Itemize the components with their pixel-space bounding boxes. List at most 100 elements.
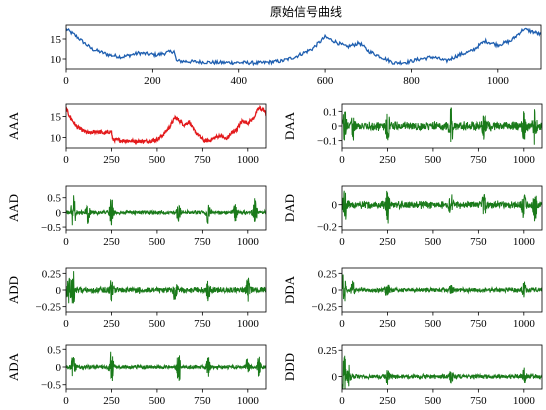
y-axis-label: AAD	[6, 194, 21, 222]
x-tick-label: 0	[63, 236, 69, 248]
y-tick-label: 15	[50, 34, 62, 46]
y-tick-label: 0	[332, 121, 338, 133]
x-tick-label: 0	[63, 154, 69, 166]
y-tick-label: −0.2	[317, 222, 337, 234]
y-axis-label: DAD	[282, 194, 297, 222]
y-tick-label: 10	[50, 54, 62, 66]
y-tick-label: 0	[56, 207, 62, 219]
x-tick-label: 200	[144, 75, 161, 87]
y-tick-label: −0.5	[41, 380, 61, 392]
x-tick-label: 500	[149, 318, 166, 330]
x-tick-label: 600	[317, 75, 334, 87]
y-axis-label: AAA	[6, 111, 21, 140]
chart-title: 原始信号曲线	[270, 5, 342, 19]
x-tick-label: 500	[149, 236, 166, 248]
y-tick-label: −0.25	[36, 302, 62, 314]
y-tick-label: 0.5	[47, 193, 61, 205]
x-tick-label: 250	[103, 318, 120, 330]
y-tick-label: 0	[332, 285, 338, 297]
x-tick-label: 750	[470, 154, 487, 166]
x-tick-label: 0	[63, 395, 69, 407]
x-tick-label: 1000	[513, 154, 536, 166]
x-tick-label: 1000	[237, 236, 260, 248]
series-line-dda	[342, 274, 542, 302]
y-tick-label: −0.1	[317, 136, 337, 148]
y-axis-label: DDD	[282, 353, 297, 381]
series-line-ddd	[342, 355, 542, 389]
x-tick-label: 750	[194, 236, 211, 248]
x-tick-label: 0	[63, 318, 69, 330]
panel-original: 0 200 400 600 800 1000 10 15	[50, 24, 542, 87]
x-tick-label: 800	[403, 75, 420, 87]
series-line-aad	[66, 195, 266, 226]
series-line-aaa	[66, 104, 266, 146]
x-tick-label: 0	[339, 154, 345, 166]
x-tick-label: 750	[194, 154, 211, 166]
x-tick-label: 250	[379, 318, 396, 330]
x-tick-label: 250	[379, 236, 396, 248]
axes-frame	[341, 185, 543, 231]
y-axis-label: DDA	[282, 275, 297, 304]
series-line-add	[66, 271, 266, 304]
x-tick-label: 500	[425, 395, 442, 407]
y-tick-label: 0	[332, 371, 338, 383]
axes-frame	[65, 103, 267, 149]
x-tick-label: 0	[339, 236, 345, 248]
x-tick-label: 500	[425, 154, 442, 166]
x-tick-label: 750	[470, 236, 487, 248]
x-tick-label: 1000	[237, 318, 260, 330]
y-axis-label: ADD	[6, 276, 21, 304]
axes-frame	[65, 24, 542, 70]
x-tick-label: 750	[470, 318, 487, 330]
x-tick-label: 750	[470, 395, 487, 407]
x-tick-label: 500	[149, 395, 166, 407]
x-tick-label: 250	[379, 395, 396, 407]
y-tick-label: 0.25	[42, 268, 62, 280]
series-line-daa	[342, 107, 542, 145]
y-tick-label: 0	[332, 200, 338, 212]
series-line-dad	[342, 190, 542, 224]
x-tick-label: 0	[339, 395, 345, 407]
y-tick-label: 0.25	[318, 345, 338, 357]
x-tick-label: 400	[230, 75, 247, 87]
y-axis-label: DAA	[282, 111, 297, 140]
x-tick-label: 500	[425, 318, 442, 330]
x-tick-label: 750	[194, 395, 211, 407]
series-line-ada	[66, 351, 266, 382]
x-tick-label: 250	[103, 395, 120, 407]
y-tick-label: 10	[50, 133, 62, 145]
x-tick-label: 500	[149, 154, 166, 166]
y-tick-label: 15	[50, 112, 62, 124]
x-tick-label: 0	[63, 75, 69, 87]
series-line-original	[66, 27, 541, 67]
x-tick-label: 1000	[513, 318, 536, 330]
y-tick-label: 0.1	[323, 106, 337, 118]
x-tick-label: 1000	[513, 395, 536, 407]
x-tick-label: 1000	[237, 154, 260, 166]
x-tick-label: 750	[194, 318, 211, 330]
y-tick-label: 0.5	[47, 344, 61, 356]
x-tick-label: 0	[339, 318, 345, 330]
x-tick-label: 1000	[237, 395, 260, 407]
panel-ddd: 0 250 500 750 1000 0 0.25 DDD	[282, 344, 543, 407]
y-tick-label: 0.25	[318, 268, 338, 280]
y-axis-label: ADA	[6, 352, 21, 381]
panel-aaa: 0 250 500 750 1000 10 15 AAA	[6, 103, 267, 166]
axes-frame	[65, 185, 267, 231]
x-tick-label: 1000	[487, 75, 510, 87]
y-tick-label: −0.5	[41, 222, 61, 234]
x-tick-label: 1000	[513, 236, 536, 248]
x-tick-label: 250	[103, 154, 120, 166]
y-tick-label: 0	[56, 285, 62, 297]
axes-frame	[341, 344, 543, 390]
y-tick-label: −0.25	[312, 302, 338, 314]
x-tick-label: 250	[379, 154, 396, 166]
x-tick-label: 500	[425, 236, 442, 248]
